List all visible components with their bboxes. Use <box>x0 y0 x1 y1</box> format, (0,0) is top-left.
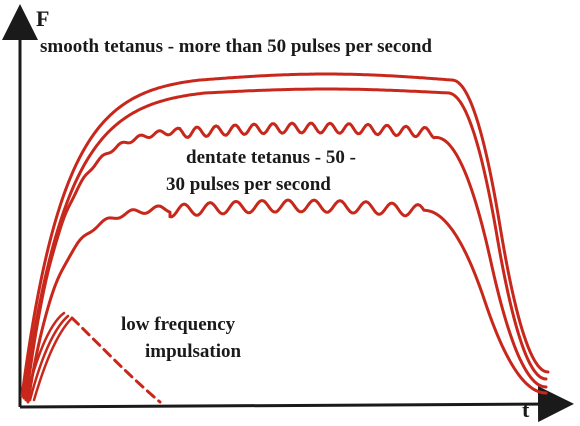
y-axis-label: F <box>36 6 50 31</box>
x-axis-label: t <box>522 397 530 422</box>
low-frequency-decay-curve <box>70 316 162 404</box>
dentate-tetanus-50-curve <box>24 121 548 402</box>
dentate-tetanus-label-line1: dentate tetanus - 50 - <box>183 146 359 169</box>
low-frequency-label-line1: low frequency <box>121 314 236 335</box>
smooth-tetanus-curve-inner <box>22 87 548 400</box>
dentate-tetanus-label-line2: 30 pulses per second <box>163 173 334 196</box>
x-axis <box>19 386 574 423</box>
low-frequency-rise-3 <box>32 316 74 402</box>
smooth-tetanus-label: smooth tetanus - more than 50 pulses per… <box>40 36 432 57</box>
dentate-tetanus-30-curve <box>26 198 548 404</box>
low-frequency-label-line2: impulsation <box>145 341 242 362</box>
low-frequency-rise-1 <box>24 311 66 400</box>
curves-group <box>20 72 550 404</box>
low-frequency-rise-2 <box>28 314 70 402</box>
smooth-tetanus-curve-outer <box>20 72 550 398</box>
